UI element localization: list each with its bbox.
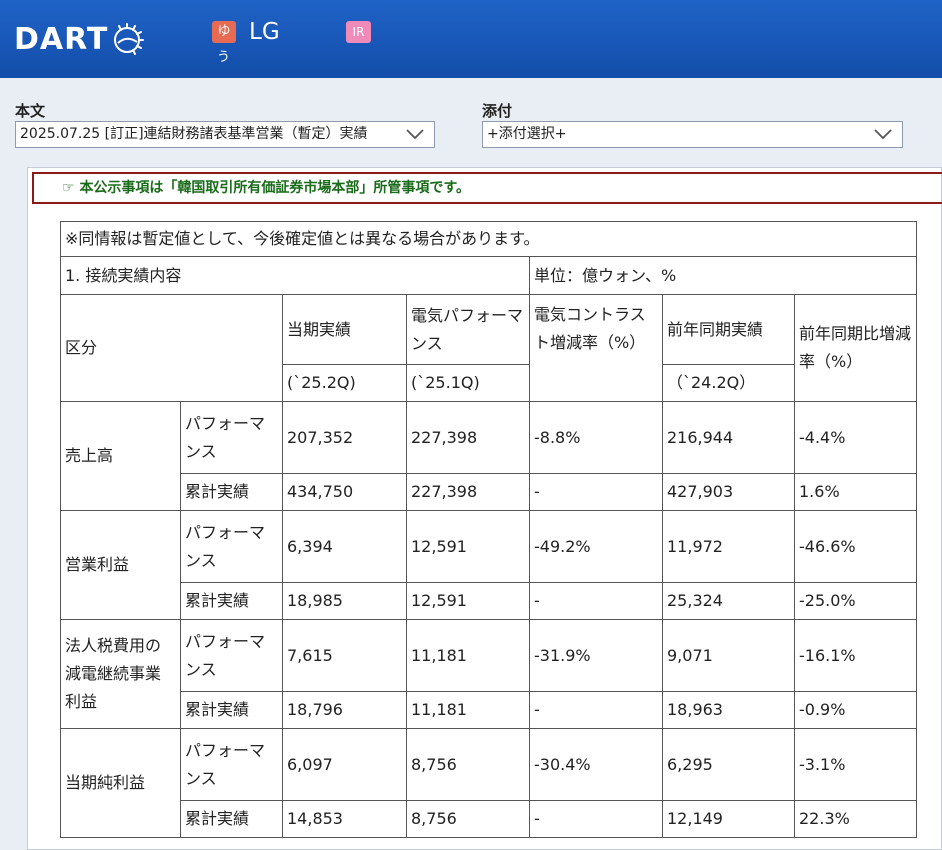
yu-badge[interactable]: ゆ (212, 21, 236, 43)
attachment-label: 添付 (482, 102, 513, 120)
yu-badge-sub: う (217, 50, 231, 65)
cell-current: 207,352 (282, 401, 407, 474)
cell-current: 14,853 (282, 800, 407, 838)
notice-banner: ☞ 本公示事項は「韓国取引所有価証券市場本部」所管事項です。 (32, 172, 942, 204)
cell-yoy: -46.6% (794, 510, 917, 583)
cell-prev-year: 427,903 (662, 473, 795, 511)
cell-prev-quarter: 8,756 (406, 728, 530, 801)
cell-current: 6,394 (282, 510, 407, 583)
row-type: 累計実績 (180, 582, 283, 620)
row-label: 法人税費用の減電継続事業利益 (60, 619, 181, 729)
cell-prev-year: 9,071 (662, 619, 795, 692)
dart-logo[interactable]: DART (14, 22, 145, 57)
document-frame: ☞ 本公示事項は「韓国取引所有価証券市場本部」所管事項です。 ※同情報は暫定値と… (27, 167, 942, 850)
cell-qoq: - (529, 691, 663, 729)
cell-prev-quarter: 12,591 (406, 510, 530, 583)
table-row: 営業利益 パフォーマンス 6,394 12,591 -49.2% 11,972 … (60, 510, 917, 620)
cell-qoq: -8.8% (529, 401, 663, 474)
cell-yoy: -0.9% (794, 691, 917, 729)
row-type: 累計実績 (180, 691, 283, 729)
chevron-down-icon (404, 125, 426, 143)
row-type: パフォーマンス (180, 728, 283, 801)
row-type: パフォーマンス (180, 510, 283, 583)
cell-current: 6,097 (282, 728, 407, 801)
cell-yoy: -16.1% (794, 619, 917, 692)
cell-prev-quarter: 8,756 (406, 800, 530, 838)
pointing-hand-icon: ☞ (62, 180, 75, 196)
table-note: ※同情報は暫定値として、今後確定値とは異なる場合があります。 (60, 221, 917, 257)
cell-yoy: -4.4% (794, 401, 917, 474)
table-row: 累計実績 18,796 11,181 - 18,963 -0.9% (61, 691, 917, 729)
main-doc-select-value: 2025.07.25 [訂正]連結財務諸表基準営業（暫定）実績 (20, 126, 368, 142)
table-row: 累計実績 434,750 227,398 - 427,903 1.6% (61, 473, 917, 511)
cell-prev-year: 216,944 (662, 401, 795, 474)
financial-table: ※同情報は暫定値として、今後確定値とは異なる場合があります。 1. 接続実績内容… (60, 221, 917, 838)
table-row: 法人税費用の減電継続事業利益 パフォーマンス 7,615 11,181 -31.… (60, 619, 917, 729)
cell-prev-quarter: 227,398 (406, 401, 530, 474)
header-current-period: (`25.2Q) (282, 364, 407, 402)
header-prev-year: 前年同期実績 (662, 294, 795, 365)
cell-qoq: - (529, 473, 663, 511)
header-prev-quarter: 電気パフォーマンス (406, 294, 530, 365)
header-prev-year-period: （`24.2Q） (662, 364, 795, 402)
chevron-down-icon (874, 129, 892, 140)
logo-globe-icon (114, 23, 145, 55)
cell-yoy: 22.3% (794, 800, 917, 838)
cell-current: 7,615 (282, 619, 407, 692)
table-row: 当期純利益 パフォーマンス 6,097 8,756 -30.4% 6,295 -… (60, 728, 917, 838)
cell-qoq: -49.2% (529, 510, 663, 583)
cell-prev-year: 12,149 (662, 800, 795, 838)
ir-badge[interactable]: IR (346, 21, 371, 43)
header-qoq-rate: 電気コントラスト増減率（%） (529, 294, 663, 402)
cell-current: 434,750 (282, 473, 407, 511)
attachment-select-value: +添付選択+ (487, 126, 567, 142)
cell-prev-year: 11,972 (662, 510, 795, 583)
main-doc-select[interactable]: 2025.07.25 [訂正]連結財務諸表基準営業（暫定）実績 (15, 121, 435, 148)
header-current: 当期実績 (282, 294, 407, 365)
header-yoy-rate: 前年同期比増減率（%） (794, 294, 917, 402)
row-type: 累計実績 (180, 800, 283, 838)
cell-current: 18,985 (282, 582, 407, 620)
logo-text: DART (14, 22, 109, 57)
section-title: 1. 接続実績内容 (60, 256, 530, 295)
cell-qoq: -30.4% (529, 728, 663, 801)
cell-yoy: 1.6% (794, 473, 917, 511)
cell-prev-quarter: 11,181 (406, 619, 530, 692)
row-type: パフォーマンス (180, 619, 283, 692)
table-row: 累計実績 14,853 8,756 - 12,149 22.3% (61, 800, 917, 838)
attachment-select[interactable]: +添付選択+ (482, 121, 903, 148)
header-prev-quarter-period: (`25.1Q) (406, 364, 530, 402)
row-label: 売上高 (60, 401, 181, 511)
unit-label: 単位：億ウォン、% (529, 256, 917, 295)
cell-prev-year: 25,324 (662, 582, 795, 620)
cell-yoy: -25.0% (794, 582, 917, 620)
main-doc-label: 本文 (15, 102, 46, 120)
notice-text: 本公示事項は「韓国取引所有価証券市場本部」所管事項です。 (79, 180, 471, 196)
header-category: 区分 (60, 294, 283, 402)
row-label: 当期純利益 (60, 728, 181, 838)
cell-qoq: - (529, 800, 663, 838)
cell-prev-year: 6,295 (662, 728, 795, 801)
table-row: 累計実績 18,985 12,591 - 25,324 -25.0% (61, 582, 917, 620)
row-type: 累計実績 (180, 473, 283, 511)
cell-prev-quarter: 227,398 (406, 473, 530, 511)
cell-yoy: -3.1% (794, 728, 917, 801)
cell-qoq: - (529, 582, 663, 620)
row-label: 営業利益 (60, 510, 181, 620)
company-name[interactable]: LG (249, 19, 280, 45)
cell-prev-quarter: 11,181 (406, 691, 530, 729)
cell-qoq: -31.9% (529, 619, 663, 692)
row-type: パフォーマンス (180, 401, 283, 474)
table-row: 売上高 パフォーマンス 207,352 227,398 -8.8% 216,94… (60, 401, 917, 511)
cell-current: 18,796 (282, 691, 407, 729)
cell-prev-quarter: 12,591 (406, 582, 530, 620)
cell-prev-year: 18,963 (662, 691, 795, 729)
top-header: DART ゆ う LG IR (0, 0, 942, 78)
